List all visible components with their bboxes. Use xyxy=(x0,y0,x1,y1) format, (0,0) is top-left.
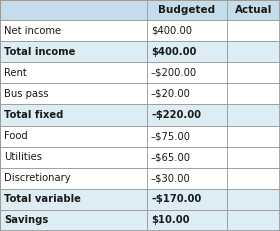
Bar xyxy=(147,62,227,83)
Text: –$65.00: –$65.00 xyxy=(151,152,191,162)
Bar xyxy=(0,168,147,189)
Text: Savings: Savings xyxy=(4,216,48,225)
Bar xyxy=(227,189,280,210)
Bar xyxy=(0,41,147,62)
Text: –$220.00: –$220.00 xyxy=(151,110,201,120)
Bar xyxy=(227,210,280,231)
Bar xyxy=(147,168,227,189)
Bar xyxy=(0,125,147,147)
Bar xyxy=(227,168,280,189)
Text: –$75.00: –$75.00 xyxy=(151,131,191,141)
Bar xyxy=(147,0,227,20)
Bar xyxy=(147,104,227,125)
Text: Actual: Actual xyxy=(235,5,272,15)
Text: Net income: Net income xyxy=(4,26,61,36)
Bar xyxy=(227,41,280,62)
Bar xyxy=(147,189,227,210)
Bar xyxy=(147,83,227,104)
Bar xyxy=(0,210,147,231)
Bar xyxy=(227,147,280,168)
Text: $10.00: $10.00 xyxy=(151,216,190,225)
Text: –$20.00: –$20.00 xyxy=(151,89,191,99)
Text: Total fixed: Total fixed xyxy=(4,110,63,120)
Text: $400.00: $400.00 xyxy=(151,26,192,36)
Text: Utilities: Utilities xyxy=(4,152,42,162)
Bar xyxy=(147,210,227,231)
Bar xyxy=(0,0,147,20)
Text: Food: Food xyxy=(4,131,28,141)
Bar xyxy=(147,20,227,41)
Bar xyxy=(0,62,147,83)
Bar xyxy=(147,41,227,62)
Text: $400.00: $400.00 xyxy=(151,47,196,57)
Bar xyxy=(227,62,280,83)
Text: Rent: Rent xyxy=(4,68,27,78)
Text: Total variable: Total variable xyxy=(4,194,81,204)
Text: Total income: Total income xyxy=(4,47,75,57)
Bar xyxy=(0,104,147,125)
Bar xyxy=(0,147,147,168)
Bar xyxy=(227,104,280,125)
Bar xyxy=(0,83,147,104)
Text: Bus pass: Bus pass xyxy=(4,89,48,99)
Bar xyxy=(0,189,147,210)
Bar xyxy=(0,20,147,41)
Bar xyxy=(147,147,227,168)
Text: –$30.00: –$30.00 xyxy=(151,173,191,183)
Text: Budgeted: Budgeted xyxy=(158,5,216,15)
Bar xyxy=(227,0,280,20)
Bar xyxy=(227,83,280,104)
Bar xyxy=(227,20,280,41)
Bar xyxy=(227,125,280,147)
Bar xyxy=(147,125,227,147)
Text: –$200.00: –$200.00 xyxy=(151,68,197,78)
Text: Discretionary: Discretionary xyxy=(4,173,71,183)
Text: –$170.00: –$170.00 xyxy=(151,194,201,204)
